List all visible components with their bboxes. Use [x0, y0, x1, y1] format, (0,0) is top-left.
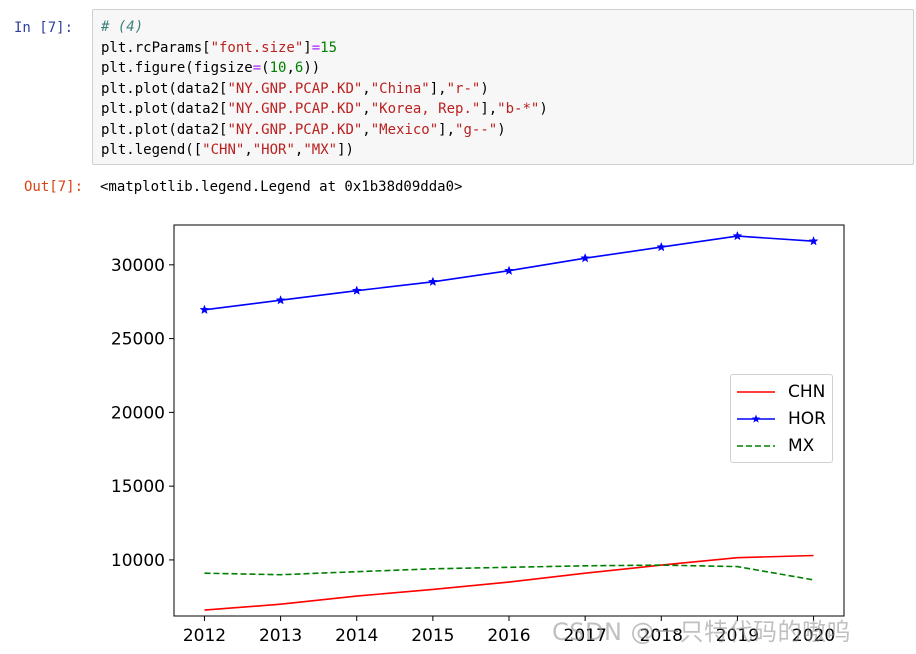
code-token: ,	[362, 80, 371, 97]
code-token: ])	[337, 142, 354, 158]
x-tick-label: 2012	[183, 626, 226, 646]
series-layer	[199, 230, 819, 611]
x-tick-label: 2016	[487, 626, 530, 646]
code-token: ,	[362, 101, 371, 117]
code-token: "r-"	[446, 80, 481, 97]
code-token: 10	[269, 60, 287, 76]
code-token: "Korea, Rep."	[370, 101, 481, 117]
code-token: 6	[294, 60, 304, 76]
code-token: ]	[303, 39, 312, 56]
code-token: plt.rcParams[	[101, 39, 211, 56]
x-tick-label: 2014	[335, 626, 378, 646]
x-tick-label: 2013	[259, 626, 302, 646]
y-tick-label: 15000	[111, 477, 165, 497]
series-line-chn	[204, 554, 814, 611]
y-tick-label: 20000	[111, 403, 165, 423]
code-token: "NY.GNP.PCAP.KD"	[227, 121, 363, 138]
code-token: )	[497, 121, 506, 138]
code-line: plt.plot(data2["NY.GNP.PCAP.KD","China"]…	[101, 79, 548, 100]
code-token: "NY.GNP.PCAP.KD"	[227, 80, 363, 97]
code-line: # (4)	[101, 17, 548, 38]
series-line-mx	[204, 564, 814, 581]
data-point-hor	[275, 295, 286, 305]
code-token: 15	[320, 39, 338, 56]
code-token: =	[252, 60, 262, 76]
legend-marker-hor	[751, 414, 761, 423]
data-point-hor	[504, 265, 514, 275]
data-point-hor	[580, 252, 591, 263]
code-token: plt.plot(data2[	[101, 121, 228, 138]
code-token: ,	[244, 142, 253, 158]
data-point-hor	[656, 241, 667, 252]
code-token: plt.legend([	[101, 142, 203, 158]
legend-label-mx: MX	[788, 436, 815, 456]
code-line: plt.legend(["CHN","HOR","MX"])	[101, 140, 548, 161]
code-token: plt.figure(figsize	[101, 60, 253, 76]
y-tick-label: 25000	[111, 330, 165, 350]
x-tick-label: 2017	[564, 626, 607, 646]
code-token: "g--"	[455, 121, 498, 138]
code-editor[interactable]: # (4) plt.rcParams["font.size"]=15 plt.fig…	[101, 17, 548, 161]
x-tick-label: 2015	[411, 626, 454, 646]
code-token: ,	[286, 60, 295, 76]
code-line: plt.plot(data2["NY.GNP.PCAP.KD","Mexico"…	[101, 120, 548, 141]
chart-legend: CHN HOR MX	[730, 374, 833, 463]
output-prompt: Out[7]:	[24, 179, 84, 195]
output-text: <matplotlib.legend.Legend at 0x1b38d09dd…	[100, 179, 463, 195]
code-token: (	[261, 60, 270, 76]
code-line: plt.rcParams["font.size"]=15	[101, 38, 548, 59]
data-point-hor	[427, 276, 438, 287]
code-token: ))	[303, 60, 321, 76]
series-line-hor	[204, 235, 814, 311]
code-token: )	[480, 80, 489, 97]
code-token: ,	[294, 142, 304, 158]
data-point-hor	[808, 236, 819, 246]
legend-label-chn: CHN	[788, 382, 826, 402]
y-tick-label: 30000	[111, 256, 165, 276]
code-line: plt.figure(figsize=(10,6))	[101, 58, 548, 79]
code-token: ],	[480, 101, 498, 117]
x-tick-label: 2020	[792, 626, 835, 646]
code-token: ],	[429, 80, 447, 97]
code-token: plt.plot(data2[	[101, 80, 228, 97]
y-axis: 10000 15000 20000 25000 30000	[111, 256, 174, 571]
code-token: "font.size"	[210, 39, 304, 56]
legend-label-hor: HOR	[788, 409, 826, 429]
data-point-hor	[351, 285, 362, 295]
code-token: "CHN"	[202, 142, 245, 158]
code-token: "MX"	[303, 142, 338, 158]
code-token: plt.plot(data2[	[101, 101, 228, 117]
legend-swatches	[737, 391, 775, 447]
code-token: ,	[362, 121, 371, 138]
code-line: plt.plot(data2["NY.GNP.PCAP.KD","Korea, …	[101, 99, 548, 120]
data-point-hor	[732, 230, 743, 241]
code-token: =	[311, 39, 321, 56]
code-token: "HOR"	[252, 142, 295, 158]
x-tick-label: 2018	[640, 626, 683, 646]
code-token: "China"	[370, 80, 430, 97]
code-cell[interactable]: # (4) plt.rcParams["font.size"]=15 plt.fig…	[92, 9, 914, 165]
code-token: ],	[438, 121, 456, 138]
data-point-hor	[199, 304, 210, 315]
x-axis: 2012 2013 2014 2015 2016 2017 2018 2019 2020	[183, 616, 835, 646]
code-token: "b-*"	[497, 101, 540, 117]
code-token: "NY.GNP.PCAP.KD"	[227, 101, 363, 117]
x-tick-label: 2019	[716, 626, 759, 646]
input-prompt: In [7]:	[14, 20, 74, 36]
y-tick-label: 10000	[111, 551, 165, 571]
code-token: "Mexico"	[370, 121, 439, 138]
code-token: # (4)	[101, 19, 144, 35]
watermark: CSDN @一只特代码的嗷呜	[552, 618, 852, 646]
code-token: )	[539, 101, 548, 117]
